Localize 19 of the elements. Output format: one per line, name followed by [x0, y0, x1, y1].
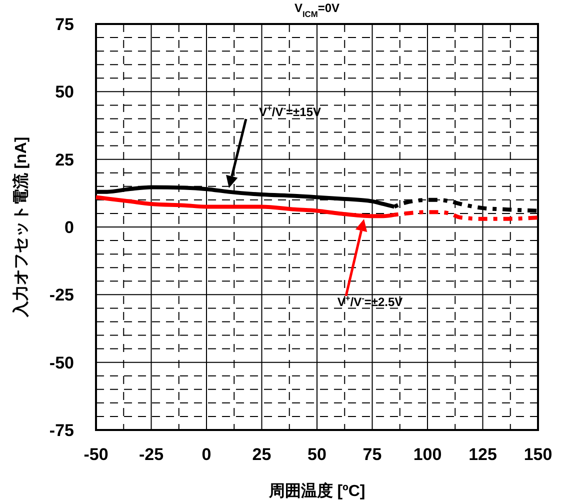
x-tick-label: 100	[413, 445, 442, 464]
y-axis-title: 入力オフセット電流 [nA]	[11, 136, 30, 318]
y-tick-label: -25	[49, 286, 74, 305]
chart-title: V$_{ICM}$=0V	[294, 1, 340, 19]
x-tick-label: 50	[308, 445, 326, 464]
x-tick-label: -50	[84, 445, 108, 464]
y-tick-label: 75	[55, 15, 74, 34]
x-tick-label: 125	[468, 445, 497, 464]
y-tick-label: 50	[55, 82, 74, 102]
x-tick-label: -25	[138, 445, 164, 464]
x-tick-label: 25	[252, 445, 272, 464]
y-tick-label: -50	[49, 353, 74, 372]
x-axis-title: 周囲温度 [ºC]	[268, 481, 366, 500]
x-tick-label: 75	[362, 445, 382, 464]
x-tick-label: 150	[524, 445, 552, 464]
y-tick-label: 0	[64, 218, 74, 237]
y-tick-label: 25	[55, 150, 74, 170]
x-tick-label: 0	[202, 445, 212, 464]
y-tick-label: -75	[49, 421, 74, 440]
